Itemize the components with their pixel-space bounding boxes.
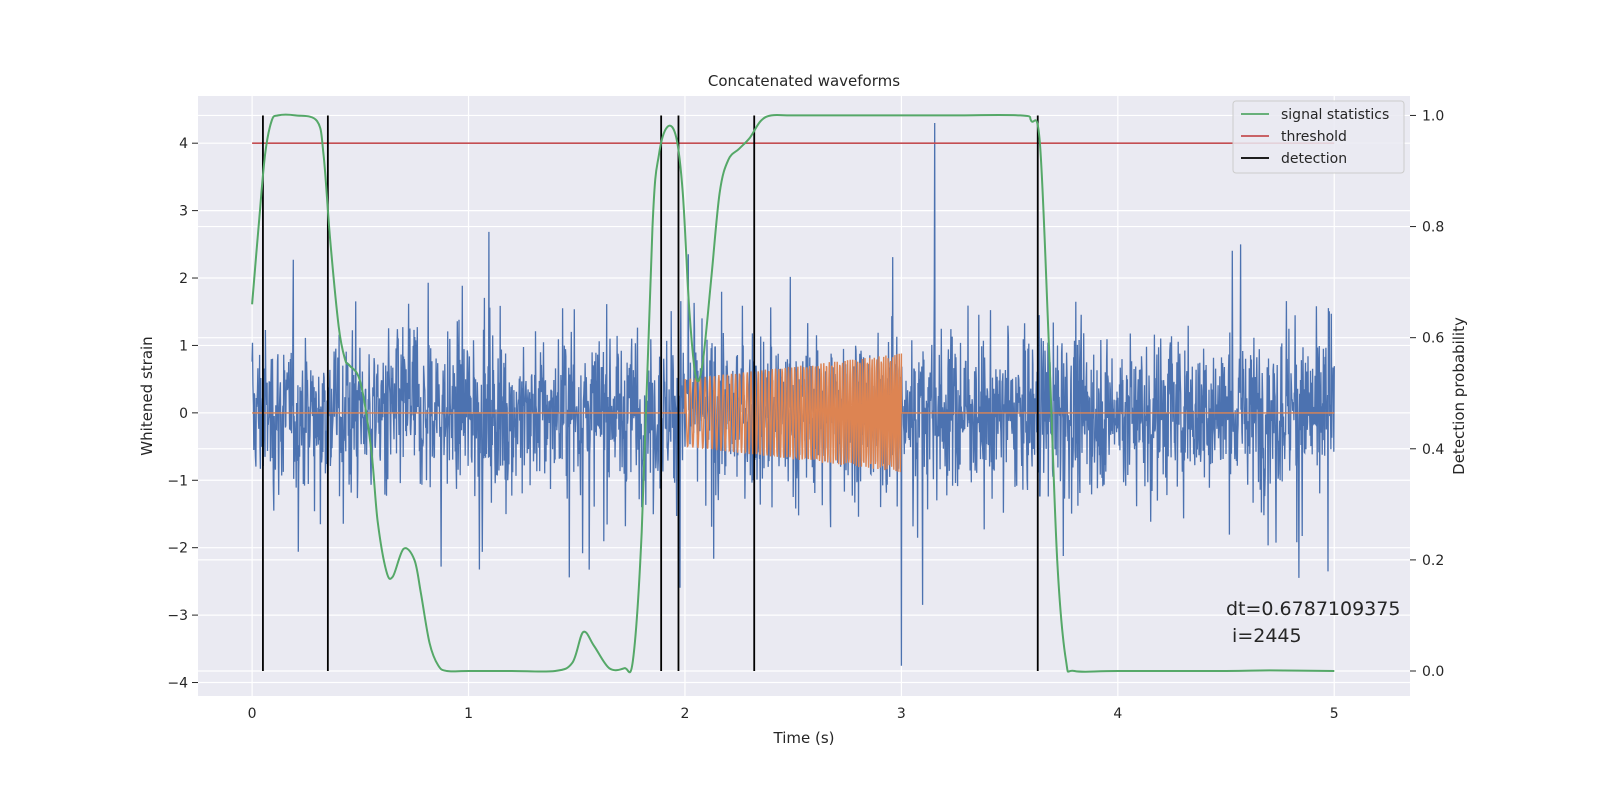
chart-title: Concatenated waveforms [708,72,900,90]
legend-box [1232,100,1405,174]
y-left-tick-label: −1 [167,473,188,489]
x-tick-label: 4 [1113,706,1122,722]
strain-series [251,122,1335,666]
legend-label-signal-statistics: signal statistics [1281,107,1389,123]
y-left-tick-label: −4 [167,676,188,692]
legend-label-threshold: threshold [1281,129,1347,145]
y-axis-label-right: Detection probability [1450,317,1468,475]
x-tick-label: 1 [464,706,473,722]
signal-statistics-series [251,113,1335,674]
y-left-tick-label: −2 [167,541,188,557]
y-left-tick-label: −3 [167,608,188,624]
y-left-tick-label: 1 [179,338,188,354]
y-right-tick-label: 0.6 [1422,331,1444,347]
y-axis-label-left: Whitened strain [138,336,156,455]
x-tick-label: 5 [1330,706,1339,722]
y-left-tick-label: 4 [179,136,188,152]
y-right-tick-label: 0.4 [1422,442,1444,458]
legend: signal statistics threshold detection [1232,100,1405,174]
x-tick-label: 0 [248,706,257,722]
signal-statistics-line [251,113,1335,674]
y-right-tick-label: 0.0 [1422,664,1444,680]
annotation-index: i=2445 [1226,625,1302,647]
strain-line [251,122,1335,666]
legend-label-detection: detection [1281,151,1347,167]
y-left-tick-label: 0 [179,406,188,422]
y-right-tick-label: 0.2 [1422,553,1444,569]
x-tick-label: 2 [681,706,690,722]
annotation-dt: dt=0.6787109375 [1226,598,1400,620]
y-left-tick-label: 2 [179,271,188,287]
injection-series [252,353,1335,473]
y-right-tick-label: 1.0 [1422,108,1444,124]
x-tick-label: 3 [897,706,906,722]
injection-line [252,353,1335,473]
y-left-tick-label: 3 [179,204,188,220]
x-axis-label: Time (s) [773,729,835,747]
ticks: 0 1 2 3 4 5 −4 −3 −2 −1 0 1 2 3 4 0.0 0.2 0.4 0.6 0.8 1.0 [167,108,1444,722]
y-right-tick-label: 0.8 [1422,220,1444,236]
